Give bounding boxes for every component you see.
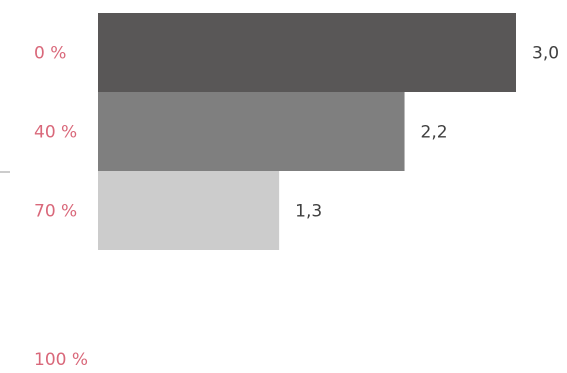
category-label: 0 %	[34, 44, 66, 64]
bars	[98, 13, 516, 250]
bar	[98, 13, 516, 92]
bar	[98, 171, 280, 250]
data-labels: 3,0 2,2 1,3	[295, 44, 559, 222]
data-label: 2,2	[421, 123, 448, 143]
category-label: 100 %	[34, 350, 88, 370]
bar	[98, 92, 405, 171]
category-labels: 0 % 40 % 70 % 100 %	[34, 44, 88, 371]
data-label: 1,3	[295, 202, 322, 222]
category-label: 70 %	[34, 202, 77, 222]
category-label: 40 %	[34, 123, 77, 143]
data-label: 3,0	[532, 44, 559, 64]
